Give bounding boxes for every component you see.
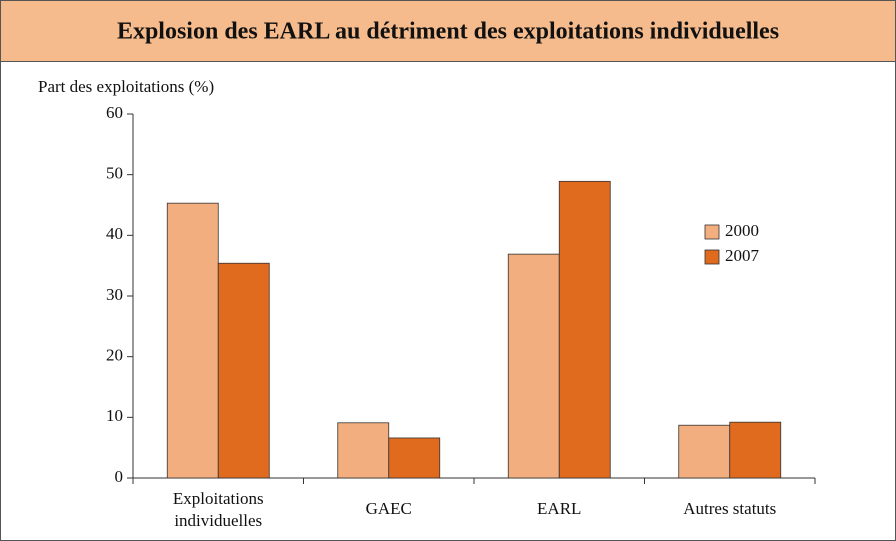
y-tick-label: 0 xyxy=(115,467,124,486)
y-tick-label: 10 xyxy=(106,406,123,425)
y-tick-label: 50 xyxy=(106,164,123,183)
y-tick-label: 40 xyxy=(106,224,123,243)
y-tick-label: 60 xyxy=(106,103,123,122)
x-tick-label: Exploitations individuelles xyxy=(173,489,264,530)
bar xyxy=(217,262,270,479)
bar xyxy=(166,202,219,479)
chart-title: Explosion des EARL au détriment des expl… xyxy=(117,19,779,45)
y-tick-label: 20 xyxy=(106,346,123,365)
title-banner xyxy=(0,0,896,62)
x-tick-label: GAEC xyxy=(366,499,412,518)
y-axis-label: Part des exploitations (%) xyxy=(38,77,214,96)
legend-label: 2007 xyxy=(725,246,760,265)
legend-swatch xyxy=(704,249,720,265)
bar xyxy=(558,180,611,479)
legend-swatch xyxy=(704,224,720,240)
legend-label: 2000 xyxy=(725,221,759,240)
y-tick-label: 30 xyxy=(106,285,123,304)
bar xyxy=(388,437,441,479)
bar xyxy=(729,421,782,479)
bar xyxy=(337,422,390,479)
bar xyxy=(507,253,560,479)
x-tick-label: Autres statuts xyxy=(683,499,776,518)
bar xyxy=(678,424,731,479)
x-tick-label: EARL xyxy=(537,499,581,518)
